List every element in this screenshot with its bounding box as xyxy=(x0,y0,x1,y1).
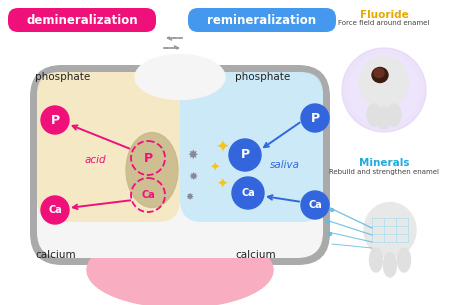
Text: Ca: Ca xyxy=(308,200,322,210)
Circle shape xyxy=(342,48,426,132)
Text: ✸: ✸ xyxy=(188,172,198,182)
Text: acid: acid xyxy=(84,155,106,165)
Circle shape xyxy=(301,104,329,132)
Ellipse shape xyxy=(87,232,273,305)
Text: ✸: ✸ xyxy=(188,149,198,162)
Ellipse shape xyxy=(398,248,410,272)
Text: ✦: ✦ xyxy=(215,139,229,157)
Ellipse shape xyxy=(370,248,383,272)
Ellipse shape xyxy=(377,107,391,129)
Text: Rebuild and strengthen enamel: Rebuild and strengthen enamel xyxy=(329,169,439,175)
Circle shape xyxy=(330,209,334,211)
Text: P: P xyxy=(240,149,250,162)
Text: Minerals: Minerals xyxy=(359,158,409,168)
Text: ✦: ✦ xyxy=(216,178,228,192)
Text: demineralization: demineralization xyxy=(26,13,138,27)
Text: Ca: Ca xyxy=(141,190,155,200)
Circle shape xyxy=(41,196,69,224)
Circle shape xyxy=(348,54,420,126)
Text: Ca: Ca xyxy=(48,205,62,215)
Text: ✸: ✸ xyxy=(186,192,194,202)
Ellipse shape xyxy=(364,203,416,257)
FancyBboxPatch shape xyxy=(37,72,180,222)
FancyBboxPatch shape xyxy=(37,72,323,258)
Text: calcium: calcium xyxy=(235,250,275,260)
Text: Force field around enamel: Force field around enamel xyxy=(338,20,430,26)
Text: phosphate: phosphate xyxy=(35,72,90,82)
Ellipse shape xyxy=(126,132,178,207)
Text: ✦: ✦ xyxy=(210,162,220,174)
FancyBboxPatch shape xyxy=(188,8,336,32)
Text: P: P xyxy=(144,152,153,164)
Text: P: P xyxy=(310,112,319,124)
Ellipse shape xyxy=(372,67,388,82)
Circle shape xyxy=(327,221,329,224)
Text: Ca: Ca xyxy=(241,188,255,198)
Ellipse shape xyxy=(374,69,384,77)
Circle shape xyxy=(328,232,331,235)
Circle shape xyxy=(232,177,264,209)
Circle shape xyxy=(229,139,261,171)
Ellipse shape xyxy=(135,55,225,99)
Text: P: P xyxy=(50,113,60,127)
FancyBboxPatch shape xyxy=(180,72,323,222)
Text: phosphate: phosphate xyxy=(235,72,290,82)
FancyBboxPatch shape xyxy=(30,65,330,265)
Circle shape xyxy=(41,106,69,134)
Circle shape xyxy=(301,191,329,219)
Text: saliva: saliva xyxy=(270,160,300,170)
Text: remineralization: remineralization xyxy=(208,13,317,27)
Text: Fluoride: Fluoride xyxy=(360,10,409,20)
Ellipse shape xyxy=(360,56,408,108)
Ellipse shape xyxy=(383,253,396,277)
Ellipse shape xyxy=(387,104,401,126)
FancyBboxPatch shape xyxy=(8,8,156,32)
Ellipse shape xyxy=(367,104,381,126)
Text: calcium: calcium xyxy=(35,250,76,260)
